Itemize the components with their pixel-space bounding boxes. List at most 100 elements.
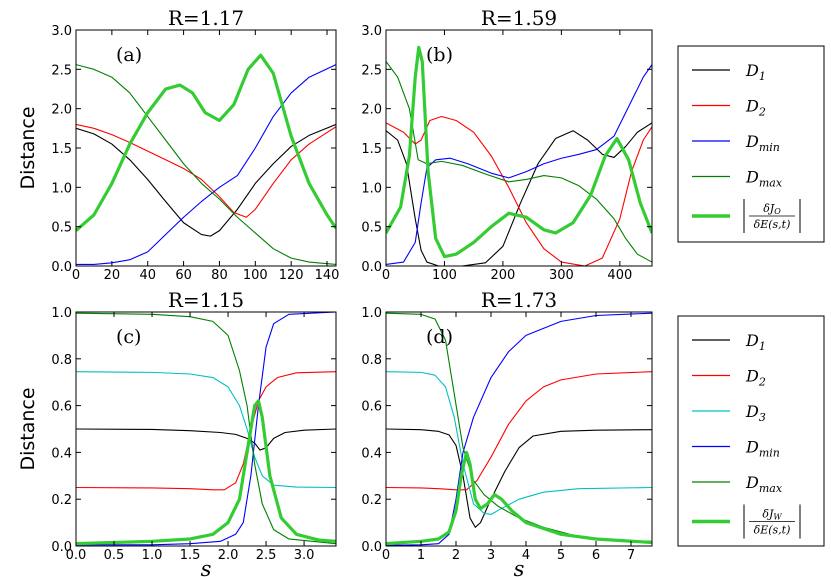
- y-tick-label: 2.0: [51, 103, 72, 118]
- x-tick-label: 4: [522, 548, 530, 563]
- panel-label: (b): [426, 44, 453, 66]
- series-line-d1: [76, 123, 336, 237]
- series-line-dmin: [386, 64, 652, 265]
- panel-c: 0.0 0.5 1.0 1.5 2.0 2.5 3.0 0.0 0.2 0.4 0.6 0.8 1.0 R…: [17, 288, 337, 577]
- series-line-d2: [386, 115, 652, 266]
- panel-b: 0 100 200 300 400 0.0 0.5 1.0 1.5 2.0 2.5 3.0 R=1.59…: [361, 6, 653, 283]
- series-line-d2: [76, 371, 336, 491]
- legend-frame: [677, 315, 825, 547]
- x-tick-label: 7: [627, 548, 635, 563]
- x-tick-label: 0.0: [66, 548, 87, 563]
- y-tick-label: 0.6: [361, 400, 382, 415]
- y-tick-label: 0.0: [51, 260, 72, 275]
- x-tick-label: 40: [139, 268, 156, 283]
- y-tick-label: 2.0: [361, 103, 382, 118]
- series-line-dmin: [76, 312, 336, 546]
- series-line-d1: [76, 428, 336, 451]
- x-tick-label: 5: [557, 548, 565, 563]
- x-tick-label: 60: [175, 268, 192, 283]
- panel-title: R=1.59: [481, 6, 557, 30]
- x-tick-label: 400: [607, 268, 632, 283]
- y-tick-label: 0.8: [51, 353, 72, 368]
- axes-frame: [385, 311, 653, 547]
- y-tick-label: 1.5: [361, 142, 382, 157]
- axes-frame: [75, 311, 337, 547]
- y-tick-label: 0.2: [361, 493, 382, 508]
- y-tick-label: 0.0: [361, 260, 382, 275]
- fraction-denominator: δE(s,t): [754, 524, 791, 537]
- y-tick-label: 2.5: [51, 63, 72, 78]
- x-tick-label: 100: [432, 268, 457, 283]
- panel-title: R=1.17: [168, 6, 244, 30]
- series-line-dmin: [386, 312, 652, 546]
- panels: 0 20 40 60 80 100 120 1400.00.51.01.52.02.53.0R…: [17, 6, 653, 577]
- y-tick-label: 0.6: [51, 400, 72, 415]
- x-axis-label: s: [514, 557, 525, 577]
- series-line-d1: [386, 428, 652, 528]
- series-line-d3: [76, 371, 336, 489]
- x-tick-label: 1.0: [142, 548, 163, 563]
- y-tick-label: 1.5: [51, 142, 72, 157]
- x-tick-label: 0: [382, 268, 390, 283]
- y-tick-label: 0.8: [361, 353, 382, 368]
- panel-label: (c): [116, 326, 141, 348]
- y-tick-label: 3.0: [361, 24, 382, 39]
- series-line-d2: [386, 371, 652, 491]
- panel-d: 0 1 2 3 4 5 6 7 0.0 0.2 0.4 0.6 0.8 1.0 R=1.73 (d) s: [361, 288, 653, 577]
- x-tick-label: 2.0: [218, 548, 239, 563]
- panel-a: 0 20 40 60 80 100 120 140 0.0 0.5 1.0 1.5 2.0 2.5 3.0 R…: [17, 6, 339, 283]
- y-tick-label: 3.0: [51, 24, 72, 39]
- series-line-djw: [386, 450, 652, 546]
- x-tick-label: 2: [452, 548, 460, 563]
- y-tick-label: 0.0: [361, 540, 382, 555]
- x-tick-label: 300: [549, 268, 574, 283]
- fraction-denominator: δE(s,t): [754, 218, 791, 231]
- x-tick-label: 20: [104, 268, 121, 283]
- x-tick-label: 2.5: [256, 548, 277, 563]
- y-tick-label: 0.2: [51, 493, 72, 508]
- x-tick-label: 1.5: [180, 548, 201, 563]
- x-tick-label: 1: [417, 548, 425, 563]
- panel-label: (a): [116, 44, 142, 66]
- series-line-d2: [76, 123, 336, 218]
- x-tick-label: 6: [592, 548, 600, 563]
- y-tick-label: 1.0: [361, 306, 382, 321]
- series-line-dmin: [76, 64, 336, 265]
- x-tick-label: 140: [315, 268, 340, 283]
- y-tick-label: 1.0: [361, 181, 382, 196]
- series-line-djw: [76, 399, 336, 546]
- series-line-dmax: [76, 312, 336, 545]
- y-tick-label: 0.4: [361, 446, 382, 461]
- x-tick-label: 3: [487, 548, 495, 563]
- x-tick-label: 100: [243, 268, 268, 283]
- x-axis-label: s: [201, 557, 212, 577]
- y-axis-label: Distance: [17, 106, 39, 189]
- x-tick-label: 120: [279, 268, 304, 283]
- y-tick-label: 0.5: [51, 221, 72, 236]
- panel-title: R=1.15: [168, 288, 244, 312]
- series-line-djo: [386, 45, 652, 259]
- y-axis-label: Distance: [17, 387, 39, 470]
- panel-title: R=1.73: [481, 288, 557, 312]
- x-tick-label: 0.5: [104, 548, 125, 563]
- x-tick-label: 0: [72, 268, 80, 283]
- x-tick-label: 200: [491, 268, 516, 283]
- x-tick-label: 0: [382, 548, 390, 563]
- series-line-dmax: [386, 61, 652, 263]
- y-tick-label: 1.0: [51, 306, 72, 321]
- series-line-d1: [386, 122, 652, 266]
- x-tick-label: 3.0: [294, 548, 315, 563]
- y-tick-label: 0.4: [51, 446, 72, 461]
- series-line-dmax: [76, 64, 336, 265]
- x-tick-label: 80: [211, 268, 228, 283]
- series-line-djo: [76, 53, 336, 232]
- y-tick-label: 2.5: [361, 63, 382, 78]
- y-tick-label: 0.5: [361, 221, 382, 236]
- y-tick-label: 1.0: [51, 181, 72, 196]
- series-line-d3: [386, 371, 652, 515]
- panel-label: (d): [426, 326, 453, 348]
